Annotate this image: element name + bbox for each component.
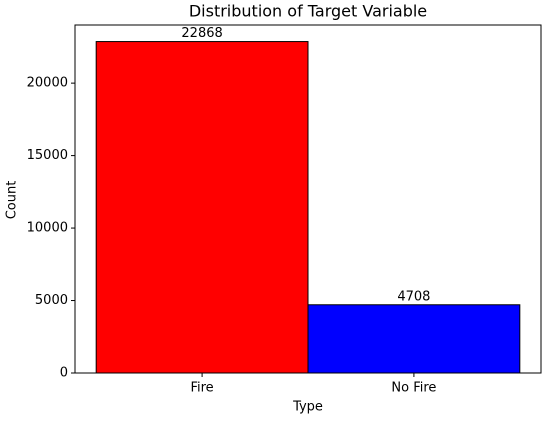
- x-tick-label: No Fire: [391, 381, 436, 396]
- chart-title: Distribution of Target Variable: [189, 2, 427, 21]
- bar: [95, 41, 309, 374]
- plot-frame: [74, 24, 542, 374]
- x-tick-label: Fire: [190, 381, 213, 396]
- y-tick-label: 15000: [27, 148, 68, 163]
- x-axis-label: Type: [292, 400, 323, 415]
- y-tick-label: 5000: [35, 293, 68, 308]
- data-label: 4708: [397, 289, 430, 304]
- y-tick-label: 20000: [27, 76, 68, 91]
- y-axis-label: Count: [5, 181, 20, 220]
- data-label: 22868: [181, 26, 222, 41]
- y-tick-label: 0: [60, 366, 68, 381]
- bar: [307, 304, 521, 374]
- y-tick-label: 10000: [27, 221, 68, 236]
